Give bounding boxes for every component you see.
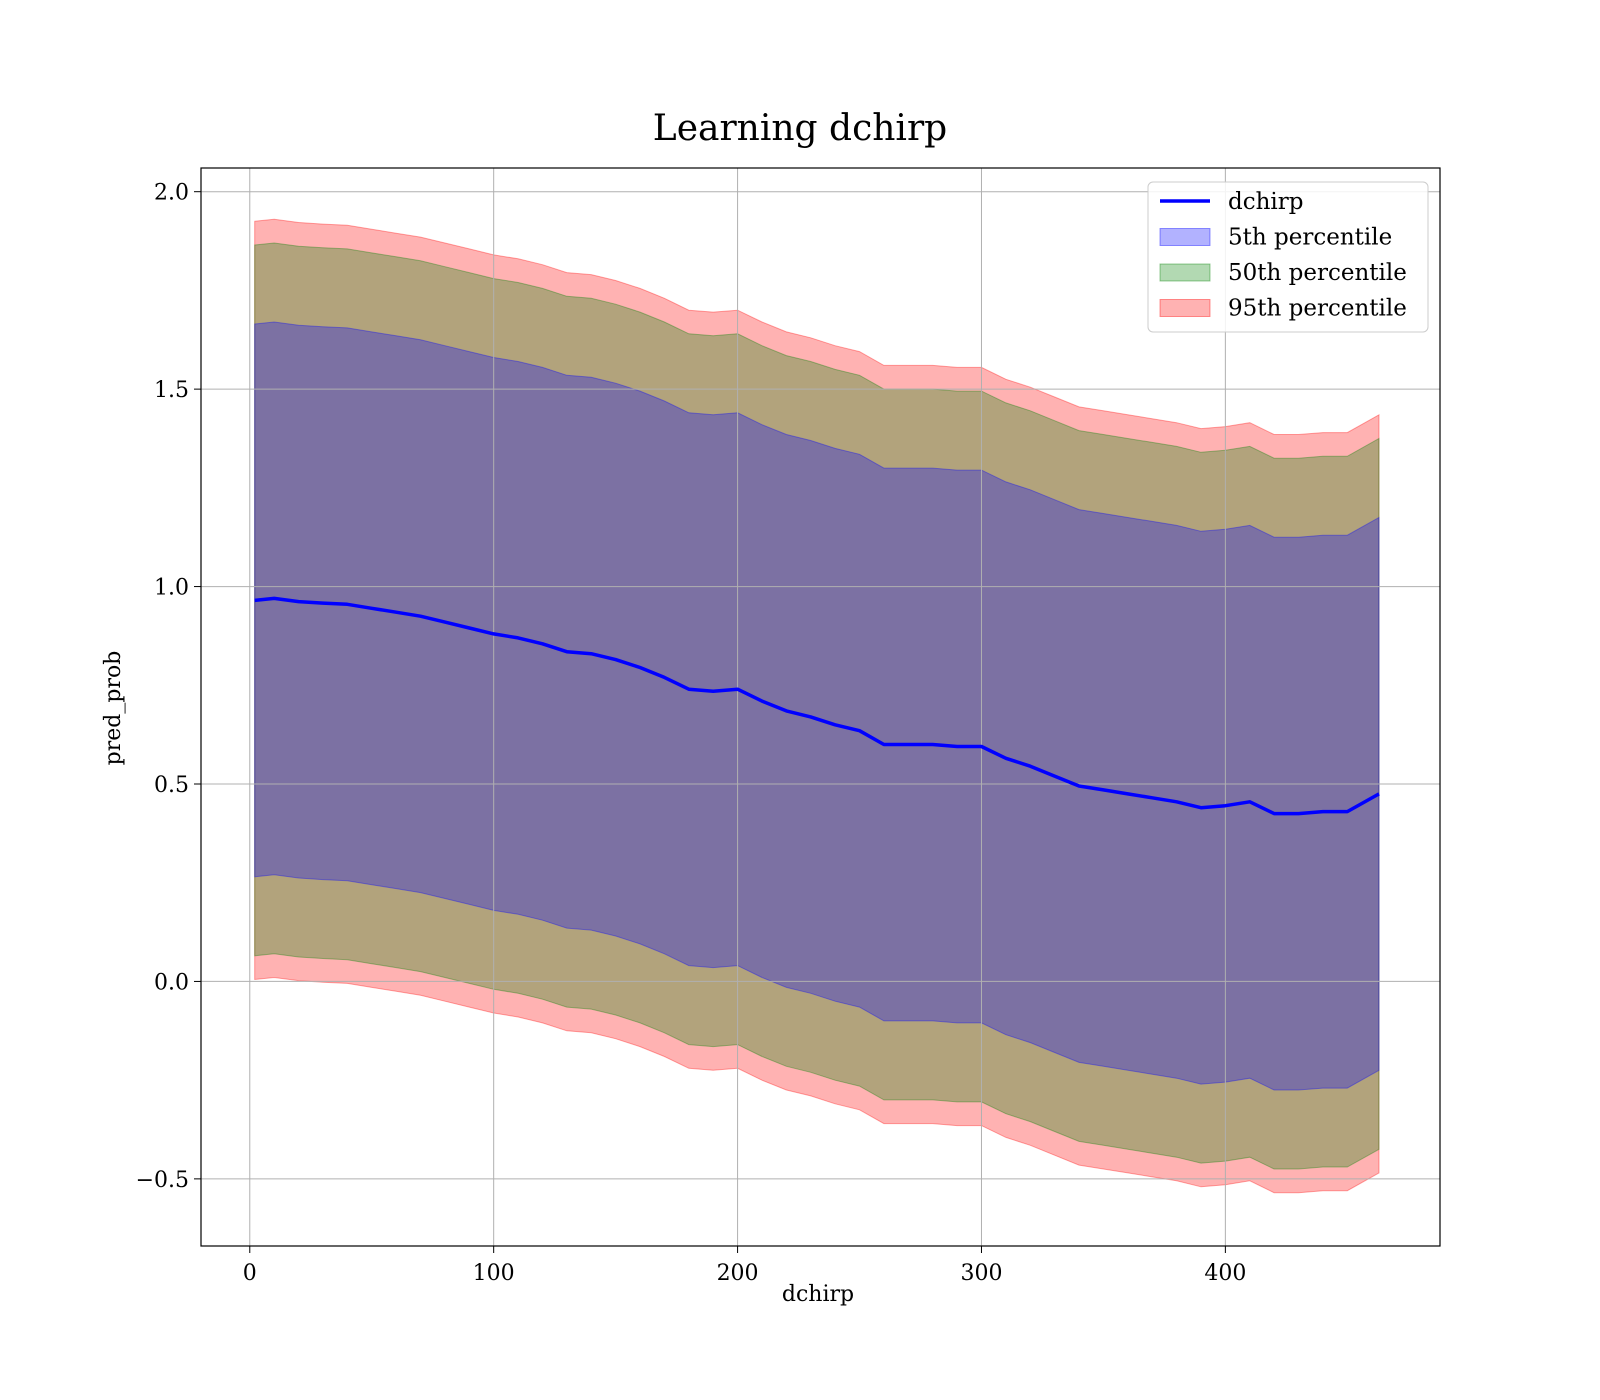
plot-area — [200, 167, 1441, 1247]
line-layer — [254, 596, 1380, 816]
series-line-dchirp — [254, 596, 1380, 816]
grid-layer — [201, 168, 1440, 1246]
y-tick-label: −0.5 — [136, 1168, 189, 1193]
x-tick-label: 0 — [243, 1261, 257, 1286]
y-tick-label: 2.0 — [154, 181, 189, 206]
y-axis-label: pred_prob — [101, 651, 126, 766]
chart-title: Learning dchirp — [653, 108, 947, 149]
x-tick-label: 100 — [473, 1261, 515, 1286]
legend-label: dchirp — [1228, 189, 1304, 215]
legend-swatch — [1159, 228, 1211, 246]
band-50th-percentile — [254, 242, 1380, 1170]
legend-swatch — [1159, 263, 1211, 282]
legend-label: 5th percentile — [1228, 225, 1392, 251]
x-axis-label: dchirp — [782, 1282, 854, 1307]
x-axis: 0 100 200 300 400 — [243, 1246, 1246, 1286]
band-layer — [254, 218, 1380, 1194]
legend-swatch — [1159, 299, 1211, 317]
x-tick-label: 200 — [717, 1261, 759, 1286]
y-tick-label: 0.5 — [154, 773, 189, 798]
y-tick-label: 0.0 — [154, 970, 189, 995]
y-axis: −0.5 0.0 0.5 1.0 1.5 2.0 — [136, 181, 201, 1193]
x-tick-label: 300 — [960, 1261, 1002, 1286]
band-95th-percentile — [254, 218, 1380, 1194]
legend-label: 95th percentile — [1228, 296, 1407, 322]
legend: dchirp 5th percentile 50th percentile 95th … — [1147, 181, 1429, 333]
band-5th-percentile — [254, 321, 1380, 1091]
legend-box — [1147, 181, 1429, 333]
plot-frame — [200, 167, 1441, 1247]
legend-label: 50th percentile — [1228, 260, 1407, 286]
y-tick-label: 1.5 — [154, 378, 189, 403]
y-tick-label: 1.0 — [154, 576, 189, 601]
x-tick-label: 400 — [1204, 1261, 1246, 1286]
